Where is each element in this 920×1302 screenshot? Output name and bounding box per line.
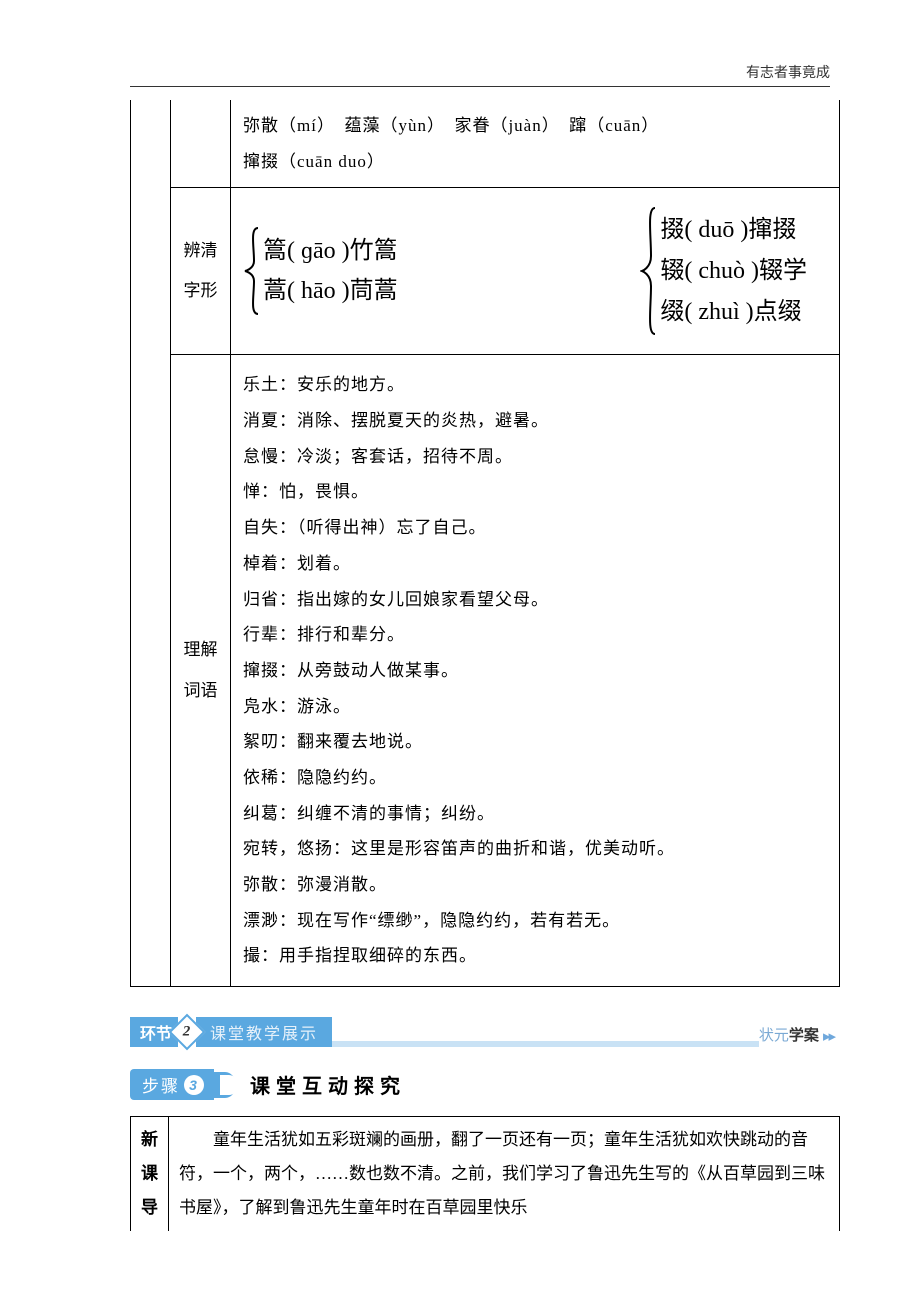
lesson-label: 新课导 (141, 1123, 158, 1225)
row2-label: 理解词语 (171, 355, 231, 987)
lesson-body-cell: 童年生活犹如五彩斑斓的画册，翻了一页还有一页；童年生活犹如欢快跳动的音符，一个，… (169, 1117, 840, 1232)
term-line: 絮叨：翻来覆去地说。 (243, 724, 827, 760)
vocab-table: 弥散（mí） 蕴藻（yùn） 家眷（juàn） 蹿（cuān） 撺掇（cuān … (130, 100, 840, 987)
table-row: 弥散（mí） 蕴藻（yùn） 家眷（juàn） 蹿（cuān） 撺掇（cuān … (131, 100, 840, 188)
table-row: 理解词语 乐土：安乐的地方。 消夏：消除、摆脱夏天的炎热，避暑。 怠慢：冷淡；客… (131, 355, 840, 987)
row0-label (171, 100, 231, 188)
label-text: 理解词语 (183, 630, 218, 712)
step-pill: 步骤 3 (130, 1069, 214, 1100)
row0-content: 弥散（mí） 蕴藻（yùn） 家眷（juàn） 蹿（cuān） 撺掇（cuān … (231, 100, 840, 188)
row1-content: 篙( ɡāo )竹篙 蒿( hāo )茼蒿 掇( duō )撺掇 辍( chuò… (231, 188, 840, 355)
section-rule (332, 1017, 759, 1047)
row1-label: 辨清字形 (171, 188, 231, 355)
table-row: 辨清字形 篙( ɡāo )竹篙 蒿( hāo )茼蒿 (131, 188, 840, 355)
term-line: 纠葛：纠缠不清的事情；纠纷。 (243, 796, 827, 832)
section-title: 课堂教学展示 (196, 1017, 332, 1047)
pinyin-line-1: 弥散（mí） 蕴藻（yùn） 家眷（juàn） 蹿（cuān） (243, 108, 827, 144)
brace-group-1: 篙( ɡāo )竹篙 蒿( hāo )茼蒿 (243, 226, 398, 316)
section-right-bold: 学案 (789, 1024, 819, 1045)
row2-content: 乐土：安乐的地方。 消夏：消除、摆脱夏天的炎热，避暑。 怠慢：冷淡；客套话，招待… (231, 355, 840, 987)
terms-block: 乐土：安乐的地方。 消夏：消除、摆脱夏天的炎热，避暑。 怠慢：冷淡；客套话，招待… (243, 363, 827, 978)
brace-lines: 掇( duō )撺掇 辍( chuò )辍学 缀( zhuì )点缀 (660, 210, 807, 332)
term-line: 消夏：消除、摆脱夏天的炎热，避暑。 (243, 403, 827, 439)
zixing-line: 缀( zhuì )点缀 (660, 292, 807, 333)
lesson-table: 新课导 童年生活犹如五彩斑斓的画册，翻了一页还有一页；童年生活犹如欢快跳动的音符… (130, 1116, 840, 1231)
section-bar-left: 环节 2 课堂教学展示 (130, 1017, 332, 1047)
label-text: 辨清字形 (183, 231, 218, 313)
term-line: 惮：怕，畏惧。 (243, 474, 827, 510)
page: 有志者事竟成 弥散（mí） 蕴藻（yùn） 家眷（juàn） 蹿（cuān） 撺… (0, 0, 920, 1302)
term-line: 依稀：隐隐约约。 (243, 760, 827, 796)
brace-icon (640, 206, 660, 336)
term-line: 自失：（听得出神）忘了自己。 (243, 510, 827, 546)
step-number: 3 (184, 1075, 204, 1095)
section-right-prefix: 状元 (759, 1024, 789, 1045)
zixing-line: 篙( ɡāo )竹篙 (263, 231, 398, 272)
zixing-line: 蒿( hāo )茼蒿 (263, 271, 398, 312)
zixing-wrap: 篙( ɡāo )竹篙 蒿( hāo )茼蒿 掇( duō )撺掇 辍( chuò… (243, 196, 827, 346)
term-line: 归省：指出嫁的女儿回娘家看望父母。 (243, 582, 827, 618)
pinyin-line-2: 撺掇（cuān duo） (243, 144, 827, 180)
zixing-line: 掇( duō )撺掇 (660, 210, 807, 251)
term-line: 撺掇：从旁鼓动人做某事。 (243, 653, 827, 689)
step-bar: 步骤 3 课堂互动探究 (130, 1069, 840, 1100)
zixing-line: 辍( chuò )辍学 (660, 251, 807, 292)
table-row: 新课导 童年生活犹如五彩斑斓的画册，翻了一页还有一页；童年生活犹如欢快跳动的音符… (131, 1117, 840, 1232)
arrow-icon: ▸▸ (823, 1027, 834, 1045)
brace-lines: 篙( ɡāo )竹篙 蒿( hāo )茼蒿 (263, 231, 398, 313)
section-bar: 环节 2 课堂教学展示 状元学案 ▸▸ (130, 1017, 840, 1047)
term-line: 宛转，悠扬：这里是形容笛声的曲折和谐，优美动听。 (243, 831, 827, 867)
header-motto: 有志者事竟成 (746, 62, 830, 82)
step-title: 课堂互动探究 (250, 1070, 406, 1099)
term-line: 弥散：弥漫消散。 (243, 867, 827, 903)
brace-group-2: 掇( duō )撺掇 辍( chuò )辍学 缀( zhuì )点缀 (640, 206, 807, 336)
section-number: 2 (183, 1024, 191, 1041)
term-line: 行辈：排行和辈分。 (243, 617, 827, 653)
term-line: 凫水：游泳。 (243, 689, 827, 725)
term-line: 棹着：划着。 (243, 546, 827, 582)
term-line: 乐土：安乐的地方。 (243, 367, 827, 403)
term-line: 漂渺：现在写作“缥缈”，隐隐约约，若有若无。 (243, 903, 827, 939)
step-label: 步骤 (142, 1072, 180, 1097)
lesson-label-cell: 新课导 (131, 1117, 169, 1232)
term-line: 怠慢：冷淡；客套话，招待不周。 (243, 439, 827, 475)
empty-spanner (131, 100, 171, 987)
term-line: 撮：用手指捏取细碎的东西。 (243, 938, 827, 974)
header-rule (130, 86, 830, 87)
section-right: 状元学案 ▸▸ (759, 1017, 840, 1047)
brace-icon (243, 226, 263, 316)
step-decoration (214, 1072, 236, 1098)
